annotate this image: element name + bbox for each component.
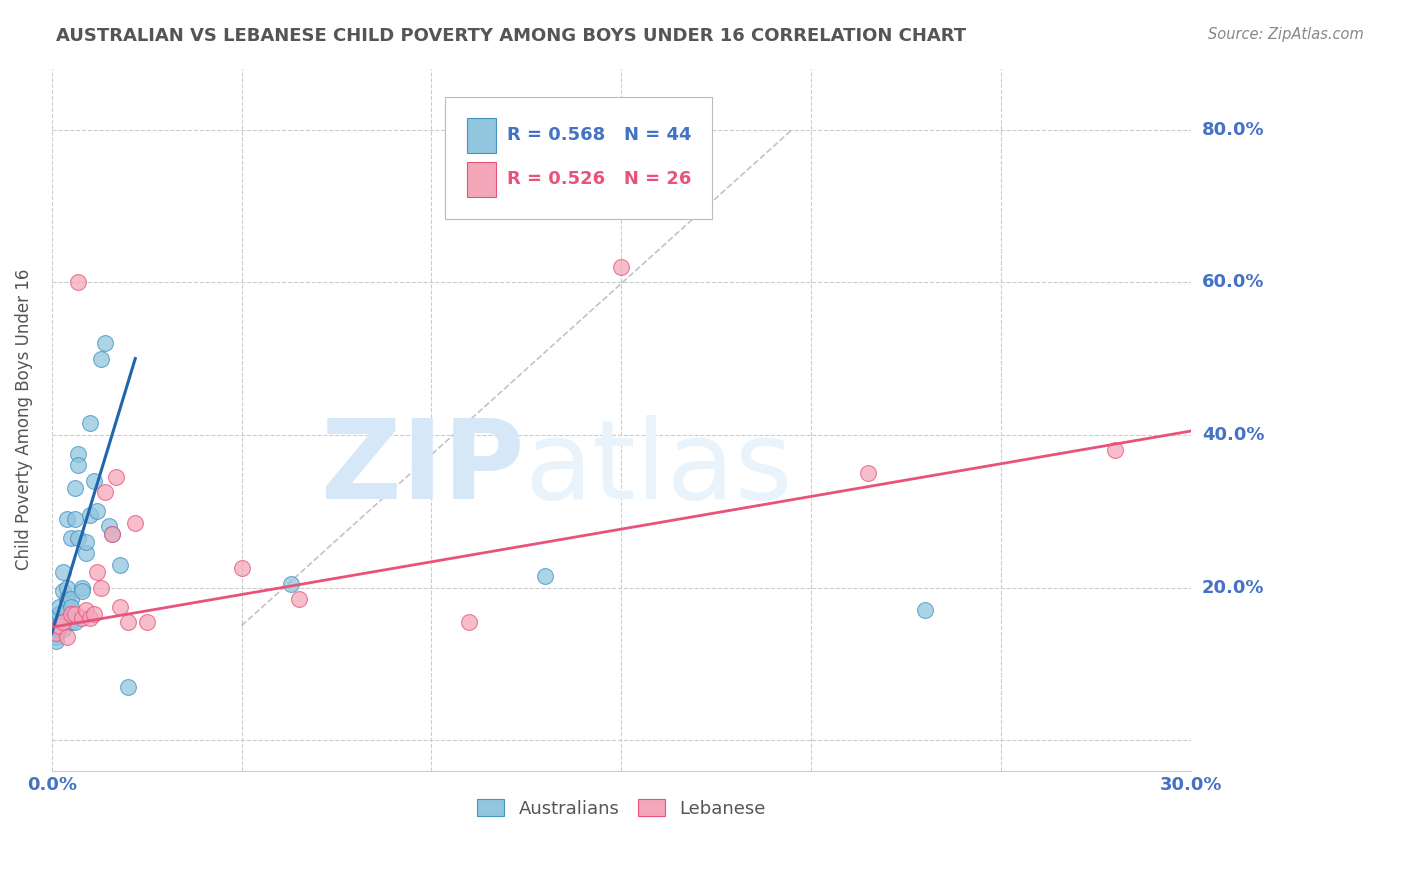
Text: ZIP: ZIP <box>321 416 524 522</box>
Point <box>52 615 75 629</box>
Point <box>83 474 105 488</box>
Point <box>97 519 120 533</box>
Point <box>117 615 139 629</box>
Point <box>45 626 67 640</box>
Point <box>67 531 90 545</box>
Point <box>231 561 253 575</box>
Point <box>52 623 75 637</box>
Point <box>101 527 124 541</box>
Point <box>124 516 146 530</box>
Point <box>75 534 97 549</box>
FancyBboxPatch shape <box>467 118 496 153</box>
Point <box>856 466 879 480</box>
Point <box>79 417 101 431</box>
Point <box>63 481 86 495</box>
Point <box>45 611 67 625</box>
Point <box>914 603 936 617</box>
Point <box>94 485 117 500</box>
Text: Source: ZipAtlas.com: Source: ZipAtlas.com <box>1208 27 1364 42</box>
Text: atlas: atlas <box>524 416 793 522</box>
Point <box>86 504 108 518</box>
Point <box>108 599 131 614</box>
Point <box>79 508 101 522</box>
Point <box>67 458 90 473</box>
Text: R = 0.526   N = 26: R = 0.526 N = 26 <box>508 170 692 188</box>
Text: 80.0%: 80.0% <box>1202 120 1264 138</box>
Point <box>48 618 70 632</box>
Point <box>48 599 70 614</box>
Point <box>70 581 93 595</box>
Point <box>63 615 86 629</box>
Point <box>48 618 70 632</box>
Point <box>458 615 481 629</box>
Point <box>45 630 67 644</box>
Text: 60.0%: 60.0% <box>1202 273 1264 291</box>
Point <box>45 626 67 640</box>
Point <box>63 607 86 622</box>
Text: AUSTRALIAN VS LEBANESE CHILD POVERTY AMONG BOYS UNDER 16 CORRELATION CHART: AUSTRALIAN VS LEBANESE CHILD POVERTY AMO… <box>56 27 966 45</box>
Point <box>108 558 131 572</box>
Point <box>79 611 101 625</box>
Point <box>75 546 97 560</box>
Point <box>56 512 79 526</box>
Point <box>52 615 75 629</box>
Point <box>287 591 309 606</box>
Point <box>52 566 75 580</box>
Text: R = 0.568   N = 44: R = 0.568 N = 44 <box>508 127 692 145</box>
Text: 20.0%: 20.0% <box>1202 579 1264 597</box>
Point <box>59 599 82 614</box>
Point <box>610 260 633 274</box>
Point <box>45 615 67 629</box>
FancyBboxPatch shape <box>467 162 496 197</box>
Point <box>117 680 139 694</box>
Point <box>52 584 75 599</box>
Point <box>56 581 79 595</box>
Point <box>94 336 117 351</box>
Point <box>90 351 112 366</box>
Point <box>59 531 82 545</box>
Point <box>70 584 93 599</box>
Point <box>105 470 128 484</box>
Point <box>48 623 70 637</box>
Point <box>56 630 79 644</box>
Point <box>48 607 70 622</box>
Point <box>70 611 93 625</box>
Legend: Australians, Lebanese: Australians, Lebanese <box>470 792 773 825</box>
Point <box>67 275 90 289</box>
Point <box>75 603 97 617</box>
Point <box>48 607 70 622</box>
Point <box>280 576 302 591</box>
Point <box>45 634 67 648</box>
Point <box>534 569 557 583</box>
Point <box>1104 443 1126 458</box>
Point <box>59 607 82 622</box>
Point <box>83 607 105 622</box>
Point <box>56 591 79 606</box>
FancyBboxPatch shape <box>444 96 713 219</box>
Y-axis label: Child Poverty Among Boys Under 16: Child Poverty Among Boys Under 16 <box>15 268 32 570</box>
Point <box>90 581 112 595</box>
Point <box>63 512 86 526</box>
Point <box>86 566 108 580</box>
Point <box>135 615 157 629</box>
Text: 40.0%: 40.0% <box>1202 425 1264 444</box>
Point <box>101 527 124 541</box>
Point <box>67 447 90 461</box>
Point <box>59 591 82 606</box>
Point <box>59 615 82 629</box>
